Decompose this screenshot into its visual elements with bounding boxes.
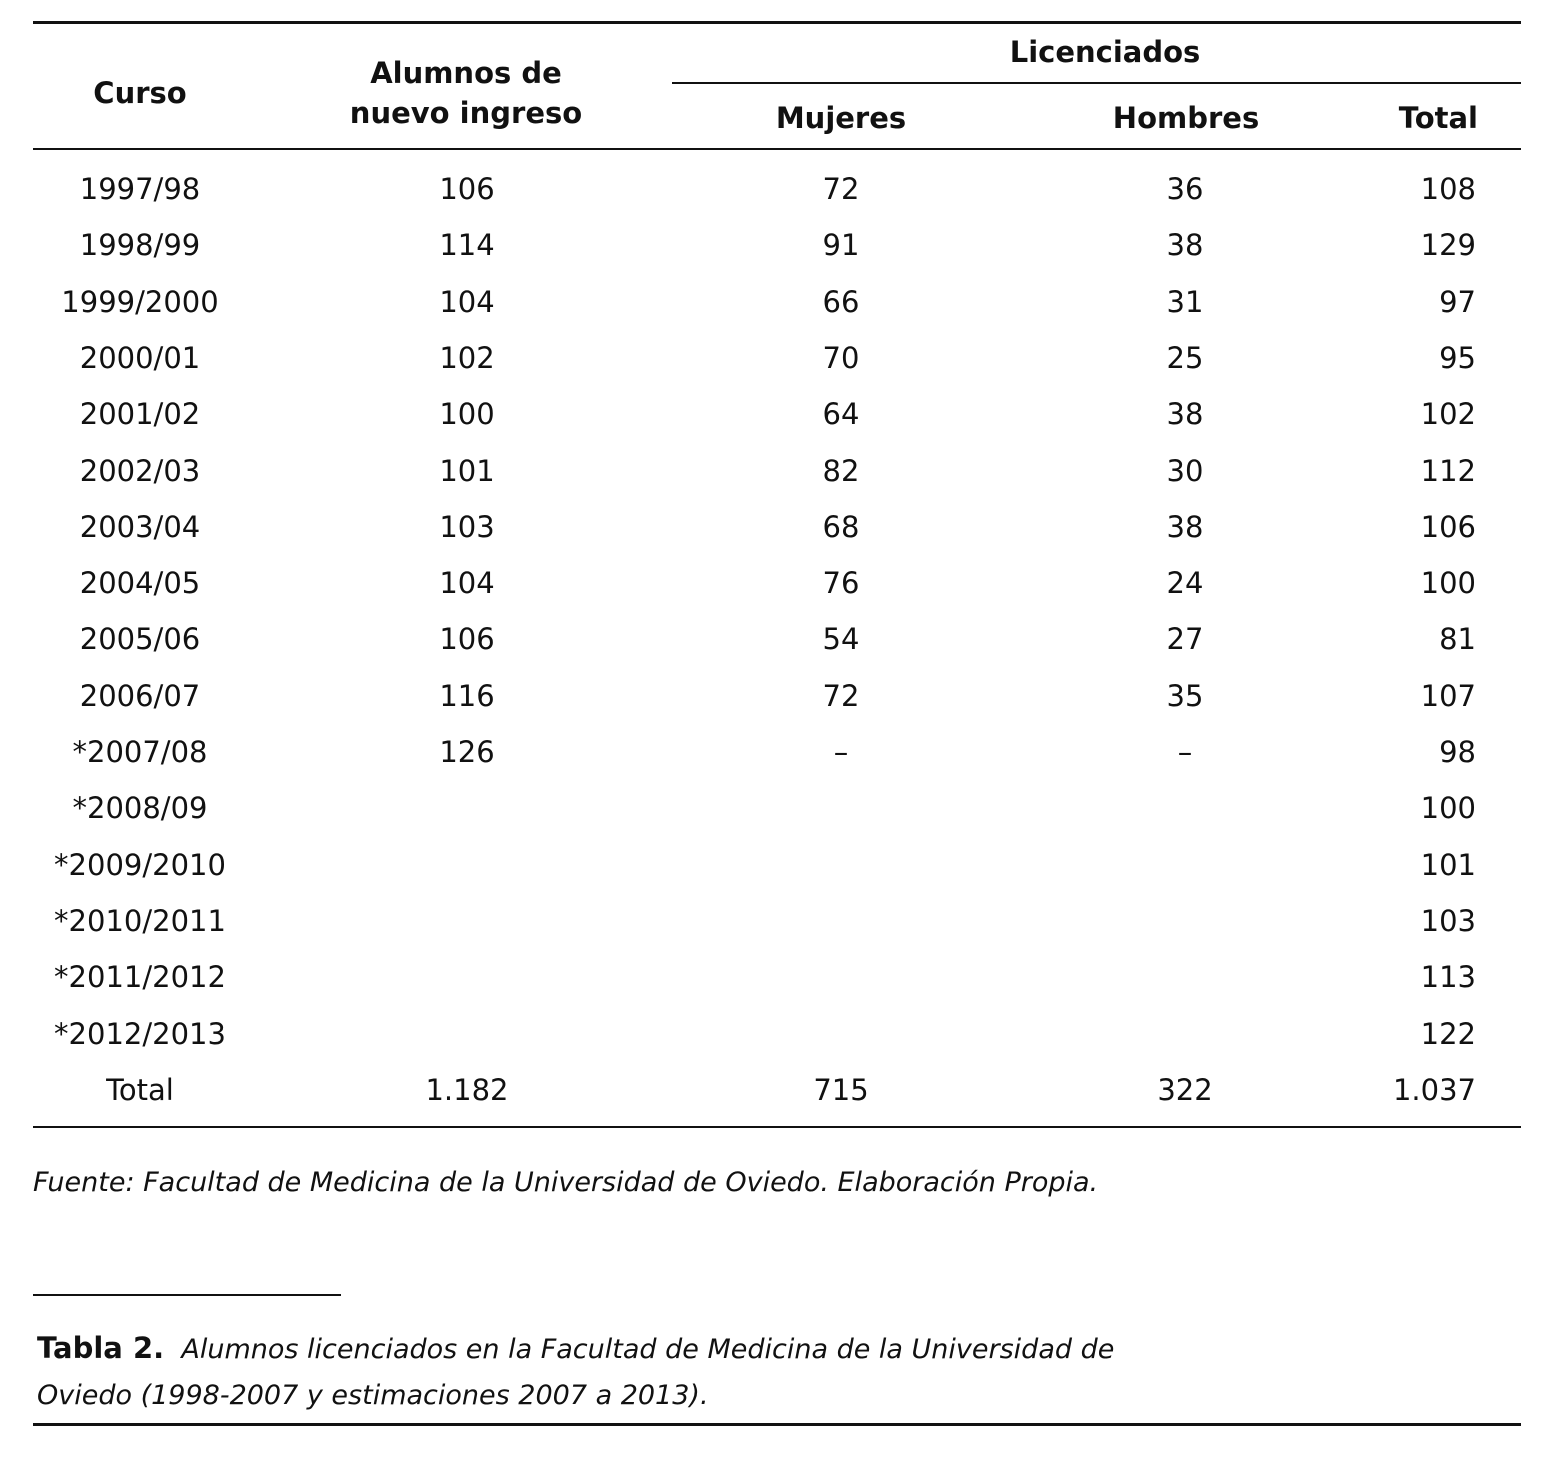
table-cell: 2004/05 [79, 566, 201, 601]
table-cell: 103 [439, 509, 495, 544]
end-rule [33, 1423, 1521, 1426]
table-cell: 2003/04 [79, 509, 201, 544]
header-cell: Mujeres [775, 101, 907, 135]
caption-rule [33, 1294, 341, 1296]
table-cell: *2009/2010 [54, 847, 226, 882]
table-cell: 100 [1420, 791, 1476, 826]
table-cell: 116 [439, 678, 495, 713]
table-cell: *2007/08 [72, 735, 208, 769]
table-cell: 129 [1420, 228, 1476, 263]
table-cell: *2010/2011 [54, 903, 226, 938]
table-cell: 122 [1420, 1016, 1476, 1051]
table-cell: 64 [822, 397, 860, 432]
table-cell: 38 [1166, 228, 1204, 263]
caption-label: Tabla 2. [37, 1331, 165, 1365]
table-cell: 104 [439, 566, 495, 601]
table-cell: 24 [1166, 566, 1204, 601]
table-cell: 2001/02 [79, 397, 201, 432]
table-cell: 100 [1420, 566, 1476, 601]
table-cell: 66 [822, 284, 860, 319]
table-cell: 1999/2000 [61, 284, 219, 319]
table-cell: 715 [813, 1072, 869, 1107]
header-cell: Curso [93, 76, 187, 110]
table-cell: 1.037 [1392, 1072, 1476, 1107]
top-rule [33, 21, 1521, 24]
header-cell: Alumnos de nuevo ingreso [349, 56, 583, 130]
group-rule [672, 82, 1521, 84]
table-cell: 100 [439, 397, 495, 432]
table-cell: 38 [1166, 509, 1204, 544]
table-cell: 72 [822, 172, 860, 206]
table-cell: Total [106, 1072, 174, 1107]
table-cell: 76 [822, 566, 860, 601]
table-cell: 2006/07 [79, 678, 201, 713]
table-cell: 91 [822, 228, 860, 263]
table-cell: 108 [1420, 172, 1476, 206]
table-cell: 27 [1166, 622, 1204, 657]
table-cell: 25 [1166, 340, 1204, 375]
table-cell: – [1177, 735, 1193, 769]
table-cell: 104 [439, 284, 495, 319]
table-cell: 82 [822, 453, 860, 488]
table-cell: 38 [1166, 397, 1204, 432]
header-cell: Total [1398, 101, 1478, 135]
table-cell: 31 [1166, 284, 1204, 319]
table-cell: 113 [1420, 960, 1476, 995]
table-cell: 95 [1439, 340, 1476, 375]
table-cell: 68 [822, 509, 860, 544]
table-cell: 36 [1166, 172, 1204, 206]
bottom-rule [33, 1126, 1521, 1128]
table-cell: 70 [822, 340, 860, 375]
table-cell: 107 [1420, 678, 1476, 713]
table-cell: 1998/99 [79, 228, 201, 263]
table-cell: *2008/09 [72, 791, 208, 826]
table-cell: 126 [439, 735, 495, 769]
table-cell: 1997/98 [79, 172, 201, 206]
caption: Tabla 2. Alumnos licenciados en la Facul… [37, 1325, 1137, 1419]
table-cell: 114 [439, 228, 495, 263]
table-cell: 102 [1420, 397, 1476, 432]
table-cell: 98 [1439, 735, 1476, 769]
header-rule [33, 148, 1521, 150]
header-group: Licenciados [1009, 35, 1201, 69]
table-cell: – [833, 735, 849, 769]
table-cell: *2012/2013 [54, 1016, 226, 1051]
table-cell: 30 [1166, 453, 1204, 488]
table-cell: *2011/2012 [54, 960, 226, 995]
table-cell: 97 [1439, 284, 1476, 319]
table-cell: 1.182 [425, 1072, 509, 1107]
table-cell: 102 [439, 340, 495, 375]
table-cell: 101 [439, 453, 495, 488]
table-cell: 2000/01 [79, 340, 201, 375]
table-cell: 103 [1420, 903, 1476, 938]
table-cell: 101 [1420, 847, 1476, 882]
table-cell: 106 [439, 172, 495, 206]
source: Fuente: Facultad de Medicina de la Unive… [33, 1167, 1099, 1198]
header-cell: Hombres [1112, 101, 1260, 135]
table-cell: 2002/03 [79, 453, 201, 488]
table-cell: 112 [1420, 453, 1476, 488]
table-cell: 2005/06 [79, 622, 201, 657]
table-cell: 106 [439, 622, 495, 657]
table-cell: 81 [1439, 622, 1476, 657]
caption-text: Alumnos licenciados en la Facultad de Me… [37, 1334, 1115, 1411]
table-cell: 54 [822, 622, 860, 657]
table-cell: 106 [1420, 509, 1476, 544]
table-cell: 35 [1166, 678, 1204, 713]
table-cell: 72 [822, 678, 860, 713]
table-cell: 322 [1157, 1072, 1213, 1107]
